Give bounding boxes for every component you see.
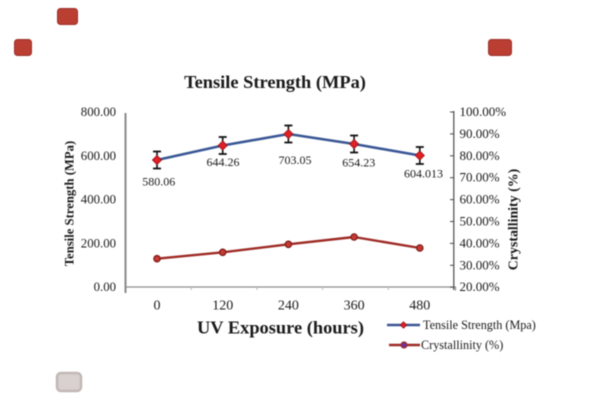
- svg-text:Crystallinity (%): Crystallinity (%): [421, 338, 503, 352]
- svg-text:400.00: 400.00: [81, 193, 116, 207]
- svg-text:60.00%: 60.00%: [460, 192, 500, 207]
- svg-text:480: 480: [409, 299, 430, 314]
- svg-text:70.00%: 70.00%: [460, 170, 500, 185]
- svg-text:30.00%: 30.00%: [460, 257, 500, 272]
- svg-text:703.05: 703.05: [279, 153, 312, 167]
- svg-text:Crystallinity (%): Crystallinity (%): [507, 168, 522, 270]
- svg-text:644.26: 644.26: [207, 155, 240, 169]
- svg-text:580.06: 580.06: [142, 175, 175, 189]
- svg-text:20.00%: 20.00%: [460, 279, 500, 294]
- svg-text:200.00: 200.00: [81, 236, 116, 250]
- svg-text:Tensile Strength (MPa): Tensile Strength (MPa): [184, 72, 366, 93]
- svg-text:604.013: 604.013: [404, 167, 443, 181]
- svg-text:0.00: 0.00: [94, 280, 116, 294]
- svg-text:120: 120: [212, 299, 233, 314]
- svg-text:50.00%: 50.00%: [460, 214, 500, 229]
- svg-text:0: 0: [154, 299, 161, 314]
- svg-text:654.23: 654.23: [342, 156, 375, 170]
- svg-text:240: 240: [278, 299, 299, 314]
- svg-text:40.00%: 40.00%: [460, 235, 500, 250]
- svg-text:80.00%: 80.00%: [460, 148, 500, 163]
- svg-text:90.00%: 90.00%: [460, 126, 500, 141]
- svg-text:360: 360: [344, 299, 365, 314]
- svg-text:800.00: 800.00: [81, 105, 116, 119]
- svg-text:Tensile Strength (Mpa): Tensile Strength (Mpa): [423, 318, 536, 332]
- svg-text:Tensile Strength (MPa): Tensile Strength (MPa): [63, 141, 77, 266]
- svg-text:UV Exposure (hours): UV Exposure (hours): [197, 318, 364, 339]
- svg-text:100.00%: 100.00%: [460, 104, 507, 119]
- svg-text:600.00: 600.00: [81, 149, 116, 163]
